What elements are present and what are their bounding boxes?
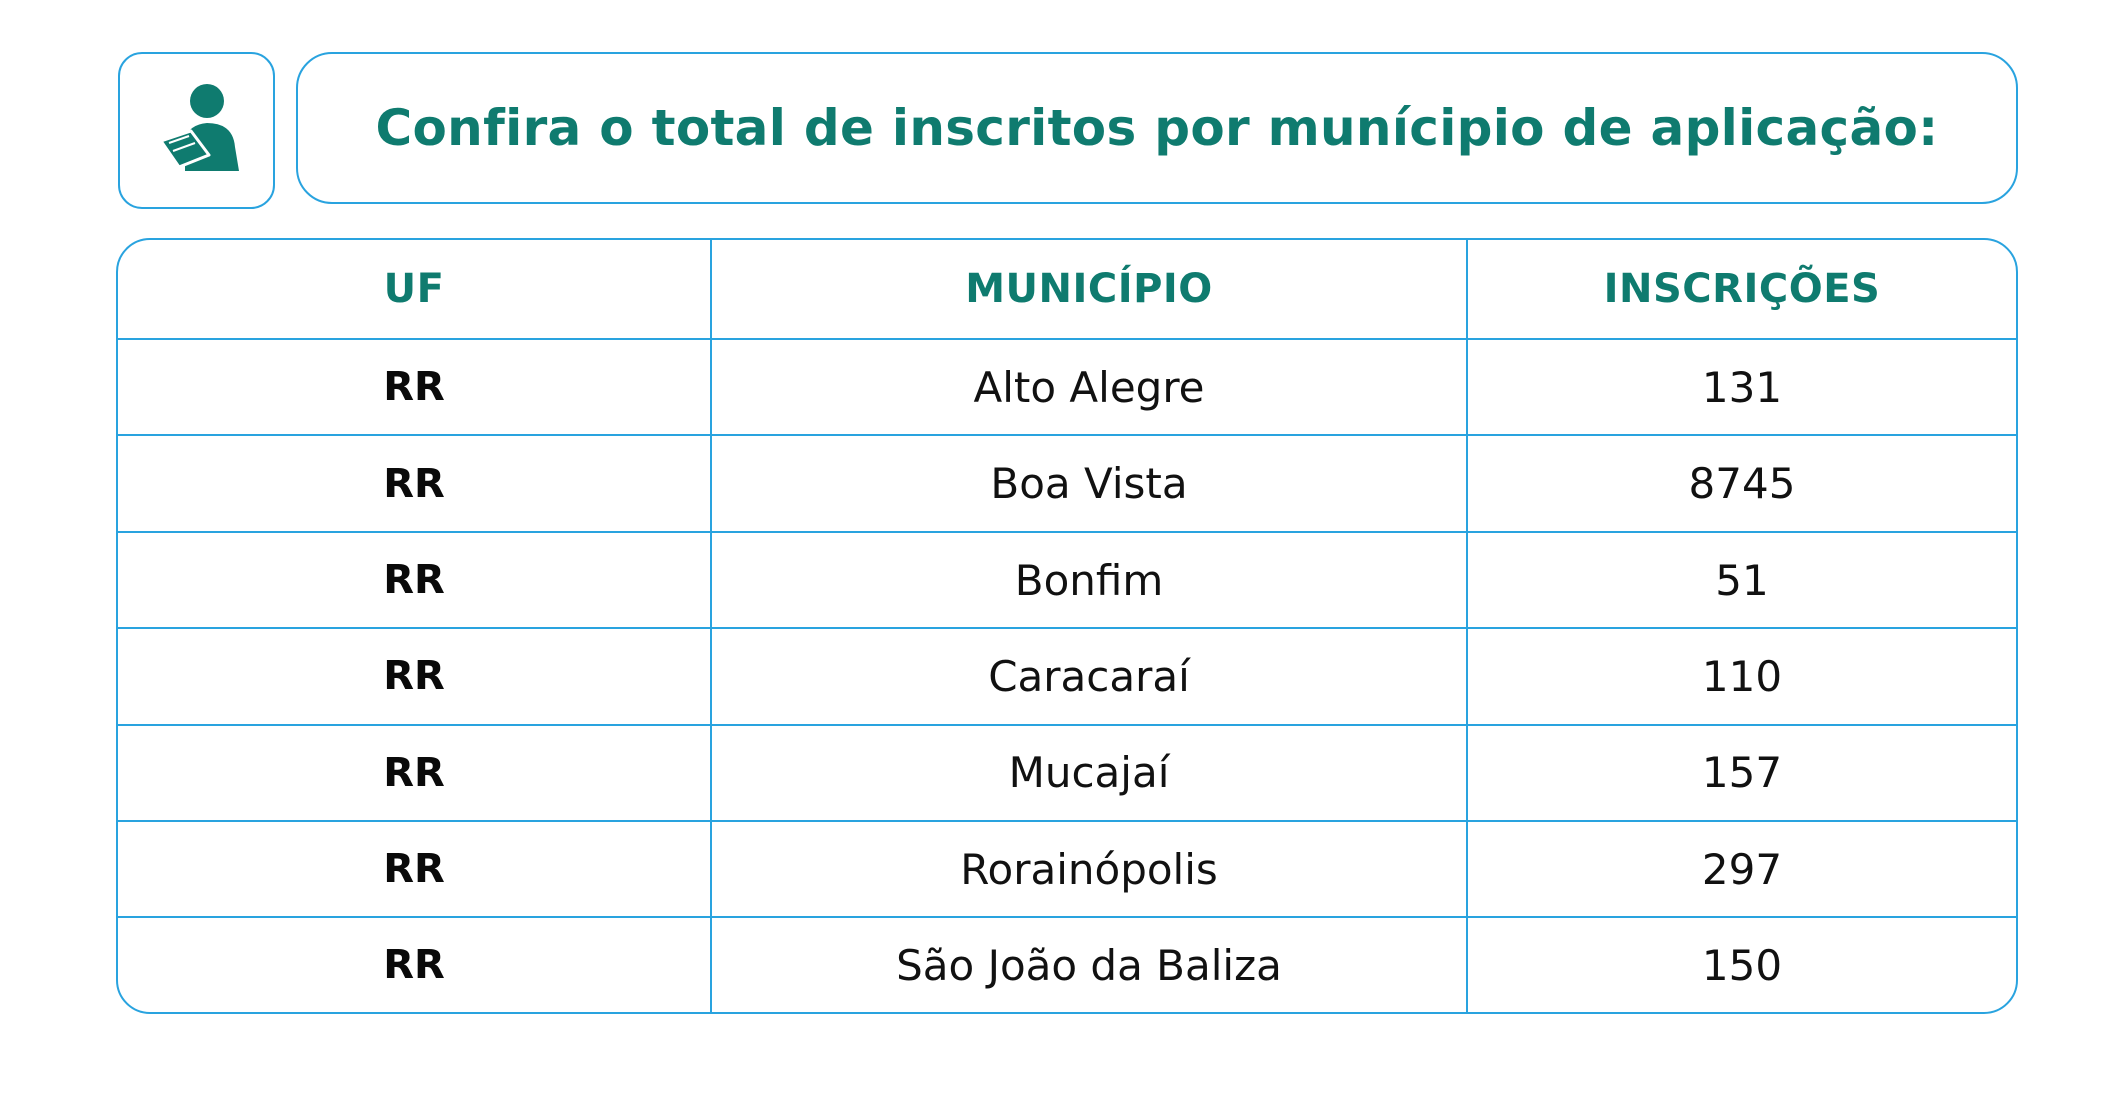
inscricoes-table-container: UF MUNICÍPIO INSCRIÇÕES RR Alto Alegre 1… bbox=[116, 238, 2018, 1014]
cell-inscricoes: 297 bbox=[1466, 820, 2016, 919]
table-row: RR Mucajaí 157 bbox=[118, 723, 2016, 823]
table-row: RR Boa Vista 8745 bbox=[118, 434, 2016, 533]
cell-uf: RR bbox=[118, 916, 712, 1012]
table-row: RR São João da Baliza 150 bbox=[118, 916, 2016, 1012]
header-icon-box bbox=[118, 52, 275, 209]
table-row: RR Caracaraí 110 bbox=[118, 627, 2016, 726]
cell-municipio: Caracaraí bbox=[710, 627, 1468, 726]
cell-municipio: Alto Alegre bbox=[710, 337, 1468, 437]
cell-uf: RR bbox=[118, 337, 712, 437]
cell-uf: RR bbox=[118, 434, 712, 533]
cell-municipio: Mucajaí bbox=[710, 723, 1468, 823]
cell-inscricoes: 8745 bbox=[1466, 434, 2016, 533]
cell-inscricoes: 131 bbox=[1466, 337, 2016, 437]
page-title: Confira o total de inscritos por munícip… bbox=[375, 99, 1939, 157]
cell-municipio: São João da Baliza bbox=[710, 916, 1468, 1012]
cell-uf: RR bbox=[118, 530, 712, 630]
table-row: RR Rorainópolis 297 bbox=[118, 820, 2016, 919]
cell-municipio: Boa Vista bbox=[710, 434, 1468, 533]
cell-inscricoes: 157 bbox=[1466, 723, 2016, 823]
cell-inscricoes: 51 bbox=[1466, 530, 2016, 630]
title-box: Confira o total de inscritos por munícip… bbox=[296, 52, 2018, 204]
inscricoes-table: UF MUNICÍPIO INSCRIÇÕES RR Alto Alegre 1… bbox=[118, 240, 2016, 1012]
table-header-row: UF MUNICÍPIO INSCRIÇÕES bbox=[118, 240, 2016, 340]
cell-municipio: Bonfim bbox=[710, 530, 1468, 630]
column-header-inscricoes: INSCRIÇÕES bbox=[1466, 240, 2016, 340]
cell-uf: RR bbox=[118, 627, 712, 726]
cell-inscricoes: 150 bbox=[1466, 916, 2016, 1012]
cell-inscricoes: 110 bbox=[1466, 627, 2016, 726]
reader-person-icon bbox=[159, 83, 239, 171]
cell-uf: RR bbox=[118, 820, 712, 919]
table-row: RR Bonfim 51 bbox=[118, 530, 2016, 630]
table-row: RR Alto Alegre 131 bbox=[118, 337, 2016, 437]
cell-uf: RR bbox=[118, 723, 712, 823]
cell-municipio: Rorainópolis bbox=[710, 820, 1468, 919]
column-header-uf: UF bbox=[118, 240, 712, 340]
column-header-municipio: MUNICÍPIO bbox=[710, 240, 1468, 340]
